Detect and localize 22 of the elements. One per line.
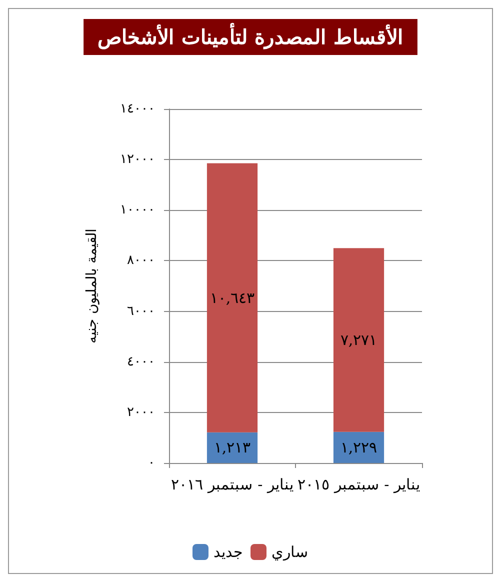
data-label: ١٠,٦٤٣ — [210, 288, 255, 307]
y-tick-label: ١٤٠٠٠ — [120, 102, 155, 116]
bar — [333, 432, 384, 463]
data-label: ١,٢١٣ — [214, 438, 251, 457]
data-label: ٧,٢٧١ — [340, 331, 378, 349]
chart-title: الأقساط المصدرة لتأمينات الأشخاص — [98, 23, 404, 50]
bar — [206, 432, 258, 463]
legend-label: ساري — [272, 543, 308, 561]
y-tick-label: ١٢٠٠٠ — [120, 152, 155, 168]
bar — [333, 248, 384, 432]
y-tick-label: ١٠٠٠٠ — [120, 202, 155, 218]
y-tick-label: ٨٠٠٠ — [127, 253, 155, 268]
y-tick-label: ٢٠٠٠ — [127, 404, 155, 420]
y-tick-label: ٠ — [148, 456, 155, 470]
bar — [206, 163, 258, 432]
y-tick-label: ٦٠٠٠ — [127, 304, 155, 319]
y-tick-label: ٤٠٠٠ — [127, 354, 155, 370]
x-tick-label: يناير - سبتمبر ٢٠١٦ — [171, 476, 294, 494]
data-label: ١,٢٢٩ — [340, 438, 378, 456]
y-axis-title: القيمة بالمليون جنيه — [84, 228, 100, 344]
legend-label: جديد — [214, 543, 242, 561]
x-tick-label: يناير - سبتمبر ٢٠١٥ — [298, 476, 420, 494]
